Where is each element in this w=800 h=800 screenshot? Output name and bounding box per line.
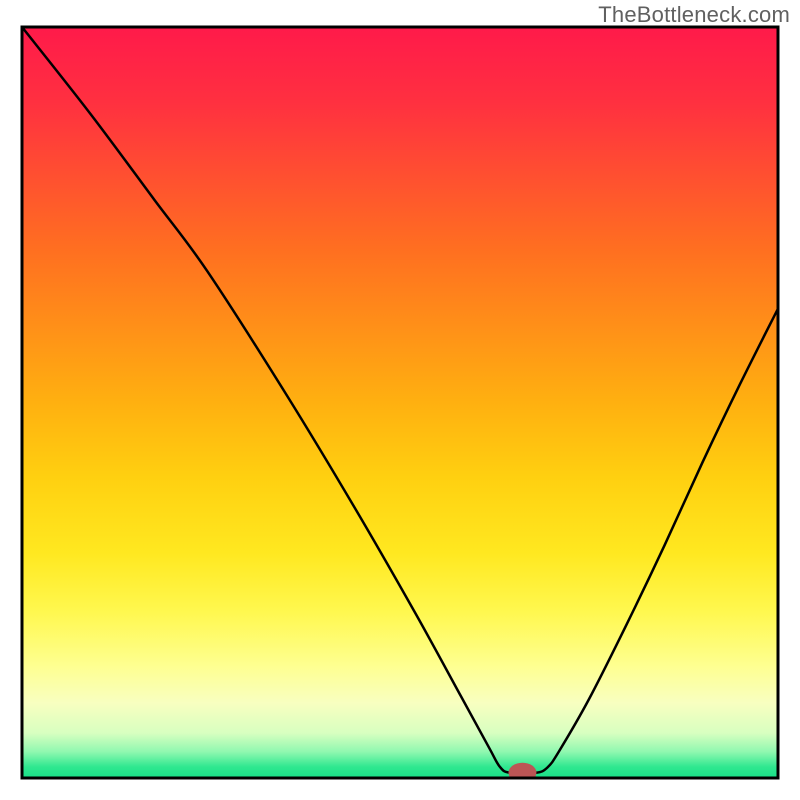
chart-container: TheBottleneck.com [0,0,800,800]
plot-gradient-background [22,27,778,778]
bottleneck-chart [0,0,800,800]
watermark-text: TheBottleneck.com [598,2,790,28]
